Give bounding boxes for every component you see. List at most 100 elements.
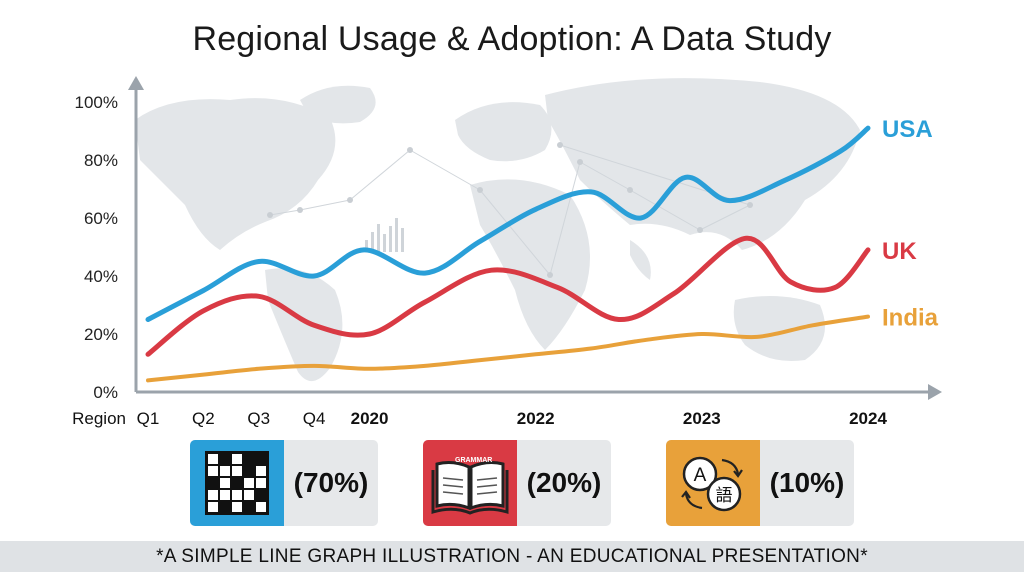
map-landmass bbox=[630, 240, 651, 280]
translate-letter-a: A bbox=[694, 465, 707, 486]
card-value: (10%) bbox=[769, 467, 845, 498]
uk-share-card: GRAMMAR (20%) bbox=[423, 440, 611, 526]
decor-bar bbox=[371, 232, 374, 252]
crossword-cell bbox=[232, 466, 242, 476]
x-tick-label: Q1 bbox=[137, 409, 160, 428]
map-landmass bbox=[300, 85, 376, 124]
usa-series-label: USA bbox=[882, 116, 933, 143]
card-icon-box: GRAMMAR bbox=[423, 440, 517, 526]
y-tick-label: 40% bbox=[84, 267, 118, 286]
y-axis-arrow bbox=[128, 76, 144, 90]
india-series-label: India bbox=[882, 305, 939, 332]
decor-bar bbox=[365, 240, 368, 252]
crossword-cell bbox=[208, 502, 218, 512]
card-value: (70%) bbox=[293, 467, 369, 498]
y-tick-label: 20% bbox=[84, 325, 118, 344]
decor-bar bbox=[401, 228, 404, 252]
network-node bbox=[557, 142, 563, 148]
crossword-cell bbox=[208, 454, 218, 464]
crossword-cell bbox=[244, 466, 254, 476]
network-node bbox=[747, 202, 753, 208]
world-map-background bbox=[135, 78, 860, 382]
network-link bbox=[579, 161, 631, 191]
network-node bbox=[267, 212, 273, 218]
uk-series-label: UK bbox=[882, 238, 917, 265]
y-tick-label: 100% bbox=[75, 93, 118, 112]
crossword-cell bbox=[244, 502, 254, 512]
x-axis-ticks: Region Q1 Q2 Q3 Q4 2020 2022 2023 2024 bbox=[72, 409, 887, 428]
x-tick-label: 2023 bbox=[683, 409, 721, 428]
crossword-cell bbox=[220, 490, 230, 500]
network-node bbox=[407, 147, 413, 153]
network-node bbox=[297, 207, 303, 213]
decor-bar bbox=[389, 226, 392, 252]
crossword-cell bbox=[232, 478, 242, 488]
x-axis-arrow bbox=[928, 384, 942, 400]
y-tick-label: 60% bbox=[84, 209, 118, 228]
grammar-icon-text: GRAMMAR bbox=[455, 457, 492, 464]
usa-series-line bbox=[145, 125, 871, 322]
line-chart: 0% 20% 40% 60% 80% 100% Region Q1 Q2 Q3 Q4 2020 202… bbox=[72, 76, 942, 428]
crossword-cell bbox=[256, 502, 266, 512]
network-link bbox=[699, 204, 751, 231]
network-link bbox=[269, 209, 301, 216]
crossword-cell bbox=[208, 478, 218, 488]
network-node bbox=[577, 159, 583, 165]
y-tick-label: 0% bbox=[93, 383, 118, 402]
grammar-book-icon: GRAMMAR bbox=[431, 457, 509, 515]
series-labels: USA UK India bbox=[882, 116, 939, 332]
x-tick-label: 2024 bbox=[849, 409, 887, 428]
crossword-cell bbox=[244, 454, 254, 464]
crossword-cell bbox=[220, 454, 230, 464]
x-tick-label: Q4 bbox=[303, 409, 326, 428]
x-tick-label: 2020 bbox=[351, 409, 389, 428]
crossword-cell bbox=[256, 478, 266, 488]
card-icon-box: A 語 bbox=[666, 440, 760, 526]
x-tick-label: Q3 bbox=[247, 409, 270, 428]
y-axis-ticks: 0% 20% 40% 60% 80% 100% bbox=[75, 93, 118, 402]
network-node bbox=[547, 272, 553, 278]
network-node bbox=[697, 227, 703, 233]
map-landmass bbox=[135, 98, 336, 250]
card-icon-box bbox=[190, 440, 284, 526]
decor-bar bbox=[377, 224, 380, 252]
crossword-cell bbox=[208, 466, 218, 476]
translate-glyph: 語 bbox=[716, 486, 733, 505]
crossword-cell bbox=[220, 466, 230, 476]
map-landmass bbox=[545, 78, 860, 250]
uk-series-line bbox=[145, 235, 871, 357]
footer-caption: *A SIMPLE LINE GRAPH ILLUSTRATION - AN E… bbox=[0, 541, 1024, 572]
network-link bbox=[629, 189, 701, 231]
crossword-cell bbox=[244, 478, 254, 488]
card-value: (20%) bbox=[526, 467, 602, 498]
decor-bar bbox=[395, 218, 398, 252]
map-landmass bbox=[733, 296, 825, 361]
x-axis-title: Region bbox=[72, 409, 126, 428]
crossword-icon bbox=[205, 451, 269, 515]
crossword-cell bbox=[256, 490, 266, 500]
network-node bbox=[627, 187, 633, 193]
network-link bbox=[349, 149, 411, 201]
crossword-cell bbox=[208, 490, 218, 500]
translate-icon: A 語 bbox=[681, 456, 743, 512]
map-landmass bbox=[265, 268, 343, 382]
network-node bbox=[347, 197, 353, 203]
chart-title: Regional Usage & Adoption: A Data Study bbox=[192, 20, 832, 58]
india-share-card: A 語 (10%) bbox=[666, 440, 854, 526]
crossword-cell bbox=[220, 502, 230, 512]
chart-axes bbox=[128, 76, 942, 400]
crossword-cell bbox=[232, 490, 242, 500]
crossword-cell bbox=[256, 466, 266, 476]
decor-bar bbox=[383, 234, 386, 252]
crossword-cell bbox=[220, 478, 230, 488]
crossword-cell bbox=[232, 502, 242, 512]
crossword-cell bbox=[244, 490, 254, 500]
crossword-cell bbox=[256, 454, 266, 464]
map-landmass bbox=[455, 102, 552, 162]
network-link bbox=[299, 199, 351, 211]
y-tick-label: 80% bbox=[84, 151, 118, 170]
usa-share-card: (70%) bbox=[190, 440, 378, 526]
map-landmass bbox=[470, 179, 590, 350]
network-link bbox=[549, 161, 581, 276]
india-series-line bbox=[146, 314, 870, 383]
